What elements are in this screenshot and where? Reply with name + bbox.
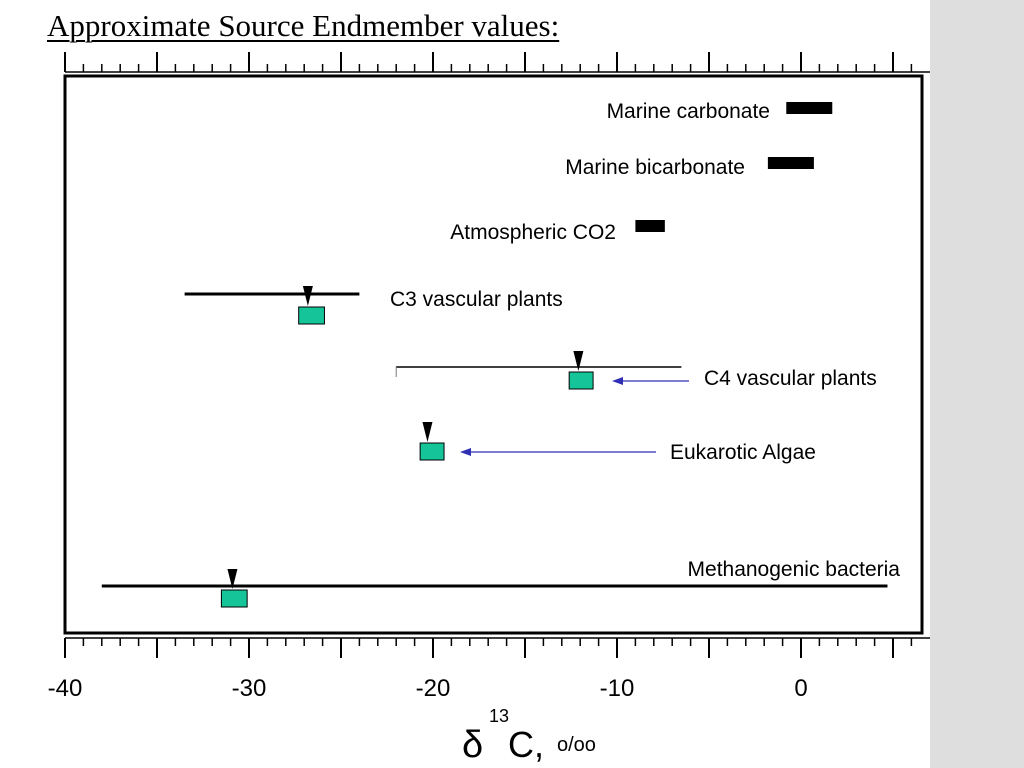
x-tick-label: 0 — [794, 675, 807, 702]
pointer-arrow-head — [612, 377, 623, 385]
x-axis-superscript: 13 — [489, 706, 509, 726]
mean-marker-arrow — [573, 351, 584, 371]
range-bar — [767, 157, 814, 169]
x-axis-unit: o/oo — [557, 734, 596, 756]
x-axis-delta-symbol: δ — [462, 724, 483, 766]
mean-marker-arrow — [422, 422, 433, 442]
slide-title: Approximate Source Endmember values: — [47, 8, 560, 43]
mean-marker-arrow — [227, 569, 238, 589]
x-tick-label: -10 — [600, 675, 635, 702]
side-panel — [930, 0, 1024, 768]
x-tick-label: -20 — [416, 675, 451, 702]
pointer-arrow-head — [460, 448, 471, 456]
source-labels: Marine carbonate Marine bicarbonate Atmosp… — [390, 100, 900, 581]
axis-tick-labels: -40 -30 -20 -10 0 — [48, 675, 808, 702]
range-bar — [786, 102, 833, 114]
source-label: Eukarotic Algae — [670, 441, 816, 464]
source-marks — [101, 102, 888, 608]
mean-box — [220, 589, 248, 608]
mean-marker-arrow — [302, 286, 313, 306]
plot-frame — [63, 74, 924, 635]
source-label: C3 vascular plants — [390, 288, 563, 311]
source-label: C4 vascular plants — [704, 367, 877, 390]
x-tick-label: -40 — [48, 675, 83, 702]
x-axis-element: C, — [508, 724, 544, 765]
source-label: Atmospheric CO2 — [450, 221, 616, 244]
source-label: Marine carbonate — [607, 100, 770, 123]
source-label: Marine bicarbonate — [565, 156, 745, 179]
source-label: Methanogenic bacteria — [688, 558, 901, 581]
mean-box — [298, 306, 325, 325]
range-bar — [635, 220, 665, 232]
axis-ticks — [64, 52, 913, 658]
mean-box — [419, 442, 445, 461]
x-tick-label: -30 — [232, 675, 267, 702]
mean-box — [568, 371, 594, 390]
